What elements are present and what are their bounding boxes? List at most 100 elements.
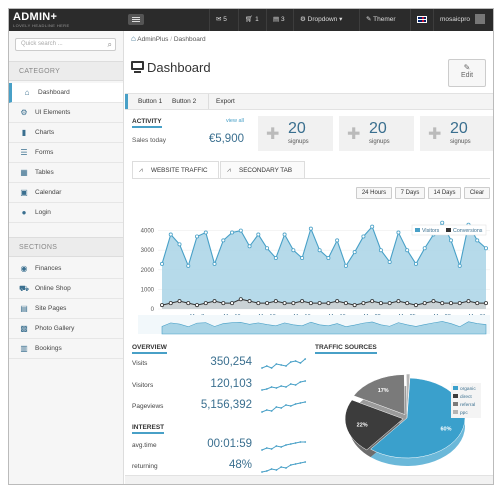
sparkline-point (261, 389, 263, 391)
sparkline-point (304, 380, 307, 382)
sparkline-point (265, 470, 268, 472)
home-icon[interactable]: ⌂ (131, 34, 136, 43)
messages-button[interactable]: ✉ 5 (209, 9, 238, 31)
legend-label: organic (460, 386, 476, 392)
overview-label: Pageviews (132, 403, 164, 410)
sparkline-path (261, 461, 306, 473)
action-bar: Button 1 Button 2 Export (125, 93, 493, 110)
sidebar-item-site-pages[interactable]: ▤ Site Pages (9, 299, 123, 319)
sparkline-point (261, 411, 263, 413)
search-input[interactable]: Quick search ... ⌕ (15, 38, 116, 51)
range-7-days-button[interactable]: 7 Days (395, 187, 425, 199)
uk-flag-icon (417, 15, 427, 23)
overview-label: Visitors (132, 382, 154, 389)
sidebar-item-label: Calendar (35, 189, 62, 196)
sparkline-point (265, 388, 268, 390)
range-24-hours-button[interactable]: 24 Hours (356, 187, 392, 199)
interest-row: returning 48% (132, 457, 307, 477)
sparkline-point (285, 365, 287, 367)
tasks-icon: ▤ (273, 16, 280, 23)
button-2[interactable]: Button 2 (172, 98, 197, 105)
legend-swatch-visitors (415, 228, 420, 232)
menu-toggle-button[interactable] (128, 14, 144, 25)
language-button[interactable] (410, 9, 433, 31)
signups-value: 20 (369, 120, 387, 137)
conversions-point (352, 303, 357, 308)
sidebar-item-charts[interactable]: ▮ Charts (9, 123, 123, 143)
themer-button[interactable]: ✎ Themer (359, 9, 410, 31)
visitors-point (396, 230, 401, 235)
sidebar-item-online-shop[interactable]: ⛟ Online Shop (9, 279, 123, 299)
sparkline-point (285, 467, 287, 469)
sidebar-item-label: UI Elements (35, 109, 71, 116)
range-14-days-button[interactable]: 14 Days (428, 187, 461, 199)
conversions-point (230, 301, 235, 306)
dropdown-button[interactable]: ⚙ Dropdown ▾ (293, 9, 359, 31)
sidebar-item-tables[interactable]: ▦ Tables (9, 163, 123, 183)
visitors-point (422, 246, 427, 251)
visitors-point (160, 261, 165, 266)
sparkline-point (270, 410, 273, 412)
sidebar-item-dashboard[interactable]: ⌂ Dashboard (9, 83, 123, 103)
cart-button[interactable]: 🛒︎ 1 (238, 9, 266, 31)
view-all-link[interactable]: view all (225, 118, 244, 124)
sparkline-point (265, 409, 268, 411)
bar-chart-icon: ▮ (21, 128, 27, 137)
visitors-point (221, 238, 226, 243)
signups-label: signups (288, 139, 309, 145)
conversions-point (405, 301, 410, 306)
sidebar-item-forms[interactable]: ☰ Forms (9, 143, 123, 163)
legend-swatch (453, 394, 458, 398)
legend-label: referral (460, 402, 475, 408)
interest-value: 00:01:59 (207, 438, 252, 450)
action-bar-indicator (125, 94, 128, 109)
y-tick-label: 4000 (141, 229, 155, 235)
sidebar-item-bookings[interactable]: ▥ Bookings (9, 339, 123, 359)
export-button[interactable]: Export (216, 98, 235, 105)
sidebar-item-login[interactable]: ● Login (9, 203, 123, 223)
cart-count: 1 (255, 16, 259, 23)
sidebar-item-ui-elements[interactable]: ⚙ UI Elements (9, 103, 123, 123)
sidebar-item-calendar[interactable]: ▣ Calendar (9, 183, 123, 203)
conversions-point (203, 301, 208, 306)
visitors-point (405, 248, 410, 253)
tab-secondary[interactable]: ⩘ SECONDARY TAB (220, 161, 305, 179)
search-icon[interactable]: ⌕ (107, 40, 112, 49)
conversions-point (177, 299, 182, 304)
tasks-button[interactable]: ▤ 3 (266, 9, 293, 31)
button-1[interactable]: Button 1 (138, 98, 163, 105)
sparkline-path (261, 358, 306, 369)
image-icon: ▩ (20, 324, 28, 333)
conversions-point (422, 301, 427, 306)
visitors-point (343, 263, 348, 268)
sparkline-point (289, 361, 292, 363)
range-clear-button[interactable]: Clear (464, 187, 490, 199)
sparkline-point (280, 407, 283, 409)
visitors-point (457, 263, 462, 268)
visitors-point (291, 248, 296, 253)
sparkline-point (289, 464, 292, 466)
sparkline-point (304, 358, 307, 360)
username: mosaicpro (440, 16, 470, 23)
conversions-point (343, 301, 348, 306)
sidebar-item-photo-gallery[interactable]: ▩ Photo Gallery (9, 319, 123, 339)
edit-button[interactable]: ✎ Edit (448, 59, 486, 87)
visitors-point (413, 261, 418, 266)
pie-slice-label: 22% (357, 423, 368, 429)
gear-icon: ⚙ (300, 16, 306, 23)
logo[interactable]: ADMIN+ (13, 11, 58, 23)
conversions-point (431, 299, 436, 304)
visitors-point (265, 246, 270, 251)
add-user-icon: ✚ (428, 126, 442, 143)
themer-label: Themer (373, 16, 396, 23)
sidebar-item-finances[interactable]: ◉ Finances (9, 259, 123, 279)
breadcrumb-root[interactable]: AdminPlus (137, 36, 169, 43)
breadcrumb: ⌂ AdminPlus / Dashboard (131, 34, 206, 43)
sparkline-point (270, 448, 273, 450)
sparkline-point (299, 362, 302, 364)
tab-website-traffic[interactable]: ⩘ WEBSITE TRAFFIC (132, 161, 219, 179)
user-menu[interactable]: mosaicpro (433, 9, 493, 31)
visitors-point (483, 246, 488, 251)
conversions-point (300, 299, 305, 304)
sparkline-point (275, 387, 278, 389)
